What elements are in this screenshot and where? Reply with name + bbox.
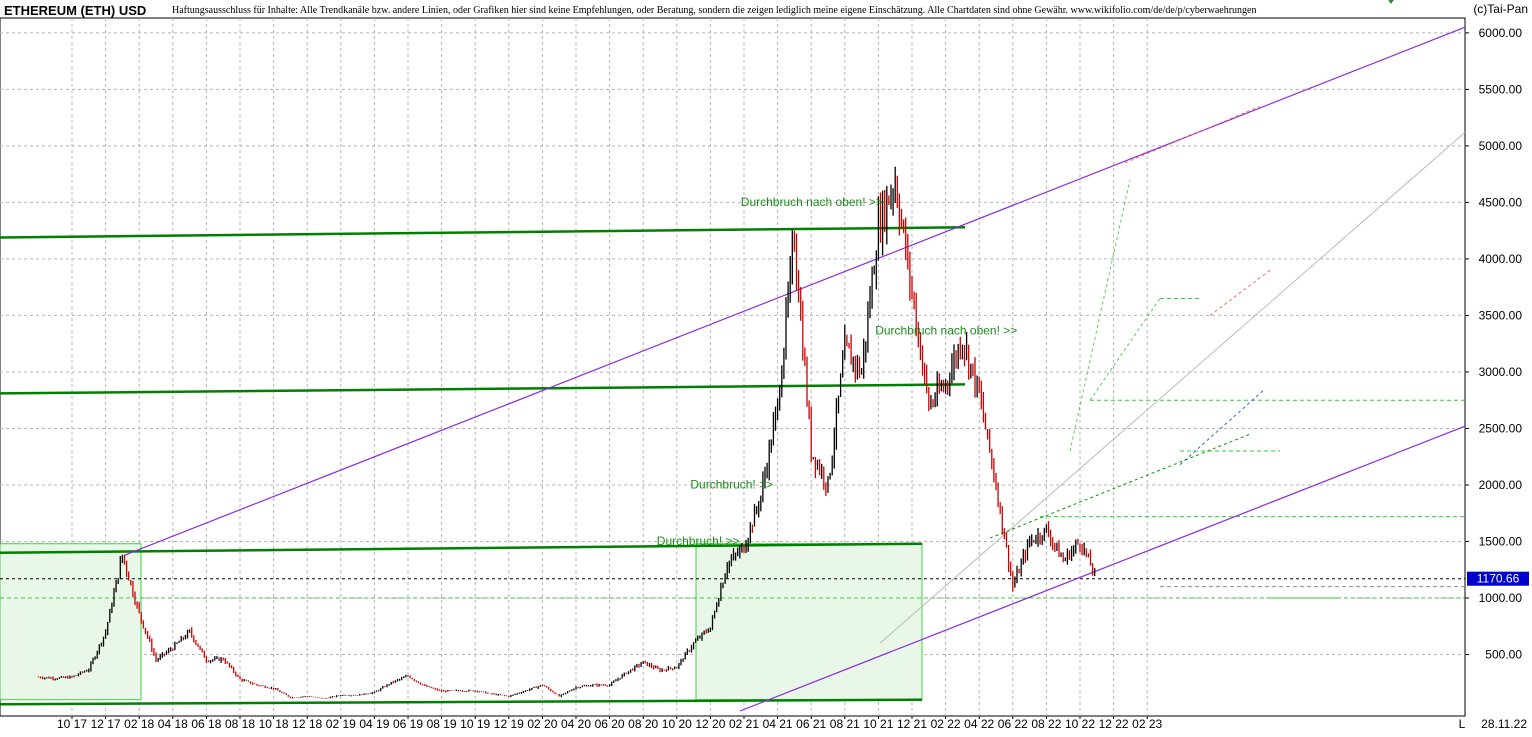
dashed-trend-line — [1089, 298, 1161, 401]
x-tick-label: 10 22 — [1065, 717, 1095, 731]
x-axis-date-label: 28.11.22 — [1481, 717, 1527, 731]
x-tick-label: 06 18 — [191, 717, 221, 731]
dashed-trend-line — [1124, 105, 1261, 164]
x-tick-label: 12 22 — [1099, 717, 1129, 731]
annotation-label: Durchbruch nach oben! >> — [875, 324, 1017, 338]
y-tick-label: 3500.00 — [1479, 308, 1523, 322]
x-tick-label: 08 19 — [427, 717, 457, 731]
dashed-trend-line — [989, 433, 1251, 539]
annotation-label: Durchbruch nach oben! >> — [741, 195, 883, 209]
x-tick-label: 02 22 — [931, 717, 961, 731]
x-tick-label: 04 21 — [763, 717, 793, 731]
annotation-label: Durchbruch! >> — [690, 477, 773, 491]
chart-title: ETHEREUM (ETH) USD — [4, 3, 147, 18]
consolidation-box — [0, 543, 923, 701]
consolidation-box-right — [695, 543, 923, 701]
x-tick-label: 12 17 — [91, 717, 121, 731]
x-tick-label: 02 18 — [124, 717, 154, 731]
x-tick-label: 10 20 — [662, 717, 692, 731]
y-tick-label: 1000.00 — [1479, 591, 1523, 605]
down-arrow-icon — [1384, 0, 1398, 4]
y-tick-label: 2500.00 — [1479, 421, 1523, 435]
x-tick-label: 10 21 — [863, 717, 893, 731]
channel-lower-line — [739, 425, 1466, 712]
x-tick-label: 12 19 — [494, 717, 524, 731]
x-axis-end-label: L — [1459, 717, 1466, 731]
x-tick-label: 02 20 — [527, 717, 557, 731]
y-tick-label: 1500.00 — [1479, 534, 1523, 548]
x-tick-label: 06 19 — [393, 717, 423, 731]
x-tick-label: 12 21 — [897, 717, 927, 731]
x-tick-label: 04 18 — [158, 717, 188, 731]
x-tick-label: 06 21 — [796, 717, 826, 731]
y-tick-label: 5000.00 — [1479, 139, 1523, 153]
annotations: Durchbruch nach oben! >> Durchbruch nach … — [657, 195, 1018, 548]
consolidation-box-left — [0, 543, 142, 701]
x-tick-label: 12 20 — [695, 717, 725, 731]
dashed-trend-line — [1069, 179, 1131, 452]
y-tick-label: 4500.00 — [1479, 195, 1523, 209]
horizontal-level-line — [0, 383, 966, 395]
y-tick-label: 500.00 — [1485, 647, 1522, 661]
x-tick-label: 10 17 — [57, 717, 87, 731]
x-tick-label: 02 19 — [326, 717, 356, 731]
x-tick-label: 04 19 — [359, 717, 389, 731]
price-candles — [37, 166, 1096, 699]
source-label: (c)Tai-Pan — [1473, 2, 1528, 16]
dashed-trend-line — [1179, 388, 1266, 465]
y-tick-label: 6000.00 — [1479, 26, 1523, 40]
y-tick-label: 4000.00 — [1479, 252, 1523, 266]
x-tick-label: 02 21 — [729, 717, 759, 731]
x-tick-label: 08 22 — [1031, 717, 1061, 731]
x-tick-label: 08 18 — [225, 717, 255, 731]
trend-channel — [124, 26, 1466, 712]
last-price-badge — [1467, 571, 1529, 586]
x-tick-label: 12 18 — [292, 717, 322, 731]
y-tick-label: 5500.00 — [1479, 82, 1523, 96]
annotation-label: Durchbruch! >> — [657, 534, 740, 548]
last-price-label: 1170.66 — [1477, 572, 1520, 586]
channel-upper-line — [124, 26, 1466, 556]
x-tick-label: 10 18 — [259, 717, 289, 731]
horizontal-level-line — [0, 226, 966, 239]
y-tick-label: 2000.00 — [1479, 478, 1523, 492]
disclaimer-text: Haftungsausschluss für Inhalte: Alle Tre… — [172, 5, 1257, 16]
x-tick-label: 06 20 — [595, 717, 625, 731]
y-tick-label: 3000.00 — [1479, 365, 1523, 379]
long-trend-line — [879, 131, 1466, 644]
horizontal-levels — [0, 226, 1465, 706]
axes: 6000.00 5500.00 5000.00 4500.00 4000.00 3500.… — [57, 26, 1529, 731]
x-tick-label: 08 20 — [628, 717, 658, 731]
x-tick-label: 10 19 — [460, 717, 490, 731]
horizontal-level-line — [0, 542, 923, 555]
dashed-trend-line — [1209, 269, 1271, 316]
x-tick-label: 06 22 — [998, 717, 1028, 731]
x-tick-label: 08 21 — [830, 717, 860, 731]
x-tick-label: 02 23 — [1132, 717, 1162, 731]
x-tick-label: 04 22 — [964, 717, 994, 731]
x-tick-label: 04 20 — [561, 717, 591, 731]
